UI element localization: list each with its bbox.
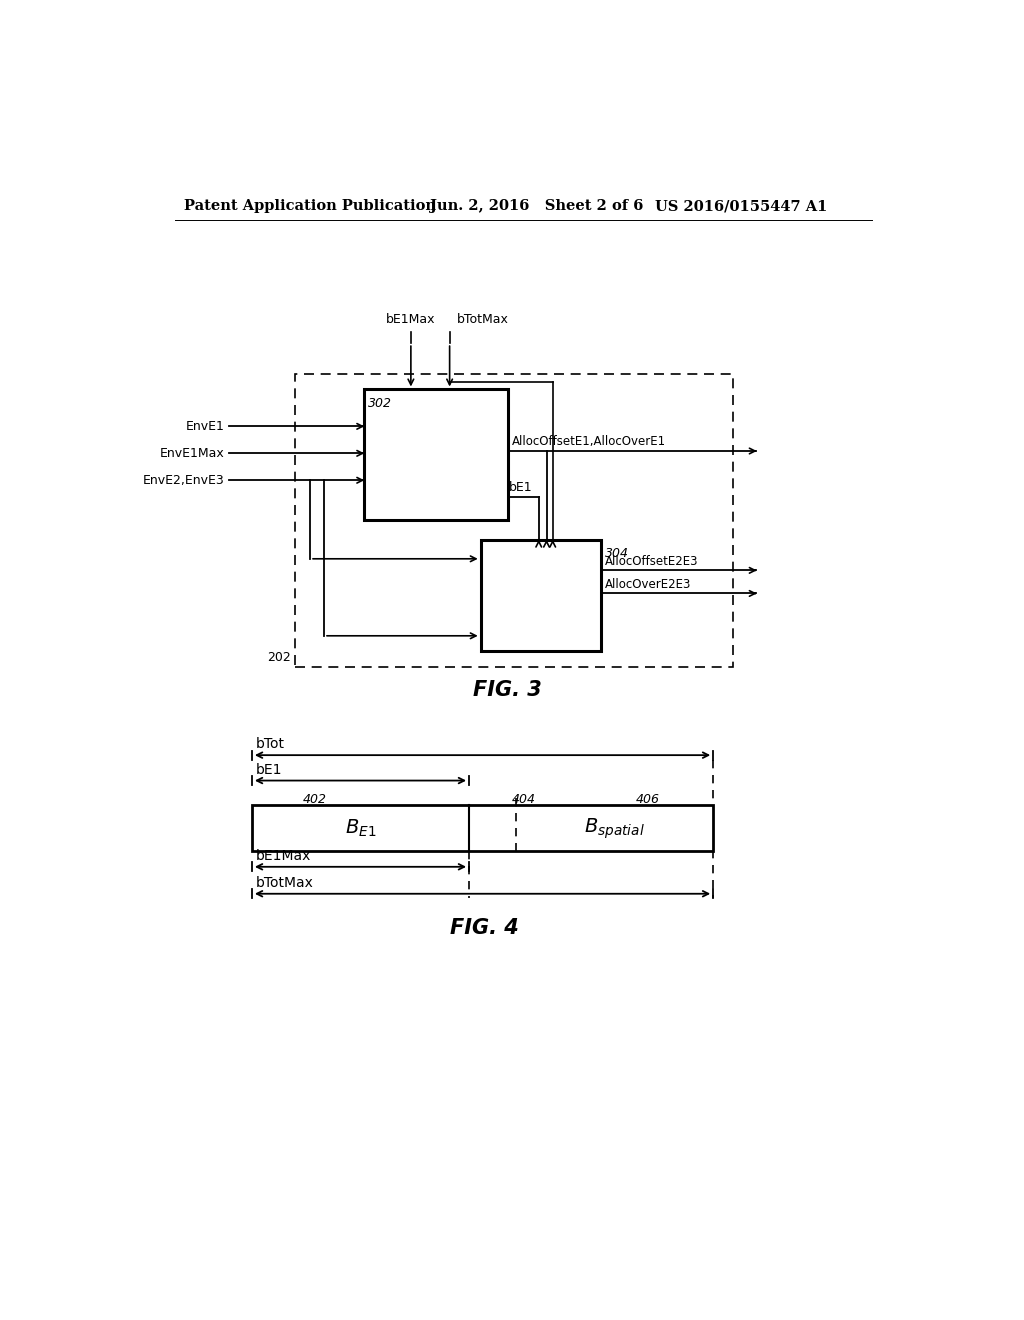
Text: AllocOverE2E3: AllocOverE2E3 (604, 578, 691, 591)
Text: FIG. 4: FIG. 4 (451, 919, 519, 939)
Text: 406: 406 (636, 792, 659, 805)
Text: bTotMax: bTotMax (256, 876, 313, 890)
Bar (480, 540, 601, 651)
Text: 402: 402 (302, 792, 327, 805)
Text: AllocOffsetE2E3: AllocOffsetE2E3 (604, 554, 698, 568)
Text: bE1: bE1 (256, 763, 283, 776)
Text: EnvE1Max: EnvE1Max (160, 446, 225, 459)
Text: bE1Max: bE1Max (386, 313, 435, 326)
Text: 202: 202 (267, 651, 291, 664)
Text: bTotMax: bTotMax (458, 313, 509, 326)
Bar (295, 374, 732, 667)
Text: FIG. 3: FIG. 3 (473, 680, 542, 700)
Text: bE1Max: bE1Max (256, 849, 311, 863)
Text: 302: 302 (369, 397, 392, 409)
Text: EnvE2,EnvE3: EnvE2,EnvE3 (143, 474, 225, 487)
Text: bTot: bTot (256, 738, 285, 751)
Text: $B_{spatial}$: $B_{spatial}$ (584, 816, 645, 841)
Text: AllocOffsetE1,AllocOverE1: AllocOffsetE1,AllocOverE1 (512, 436, 666, 449)
Bar (365, 389, 508, 520)
Text: bE1: bE1 (509, 482, 532, 495)
Text: US 2016/0155447 A1: US 2016/0155447 A1 (655, 199, 827, 213)
Bar (252, 805, 713, 851)
Text: 404: 404 (512, 792, 536, 805)
Text: 304: 304 (604, 546, 629, 560)
Text: $B_{E1}$: $B_{E1}$ (345, 817, 376, 840)
Text: EnvE1: EnvE1 (186, 420, 225, 433)
Text: Patent Application Publication: Patent Application Publication (183, 199, 436, 213)
Text: Jun. 2, 2016   Sheet 2 of 6: Jun. 2, 2016 Sheet 2 of 6 (430, 199, 644, 213)
